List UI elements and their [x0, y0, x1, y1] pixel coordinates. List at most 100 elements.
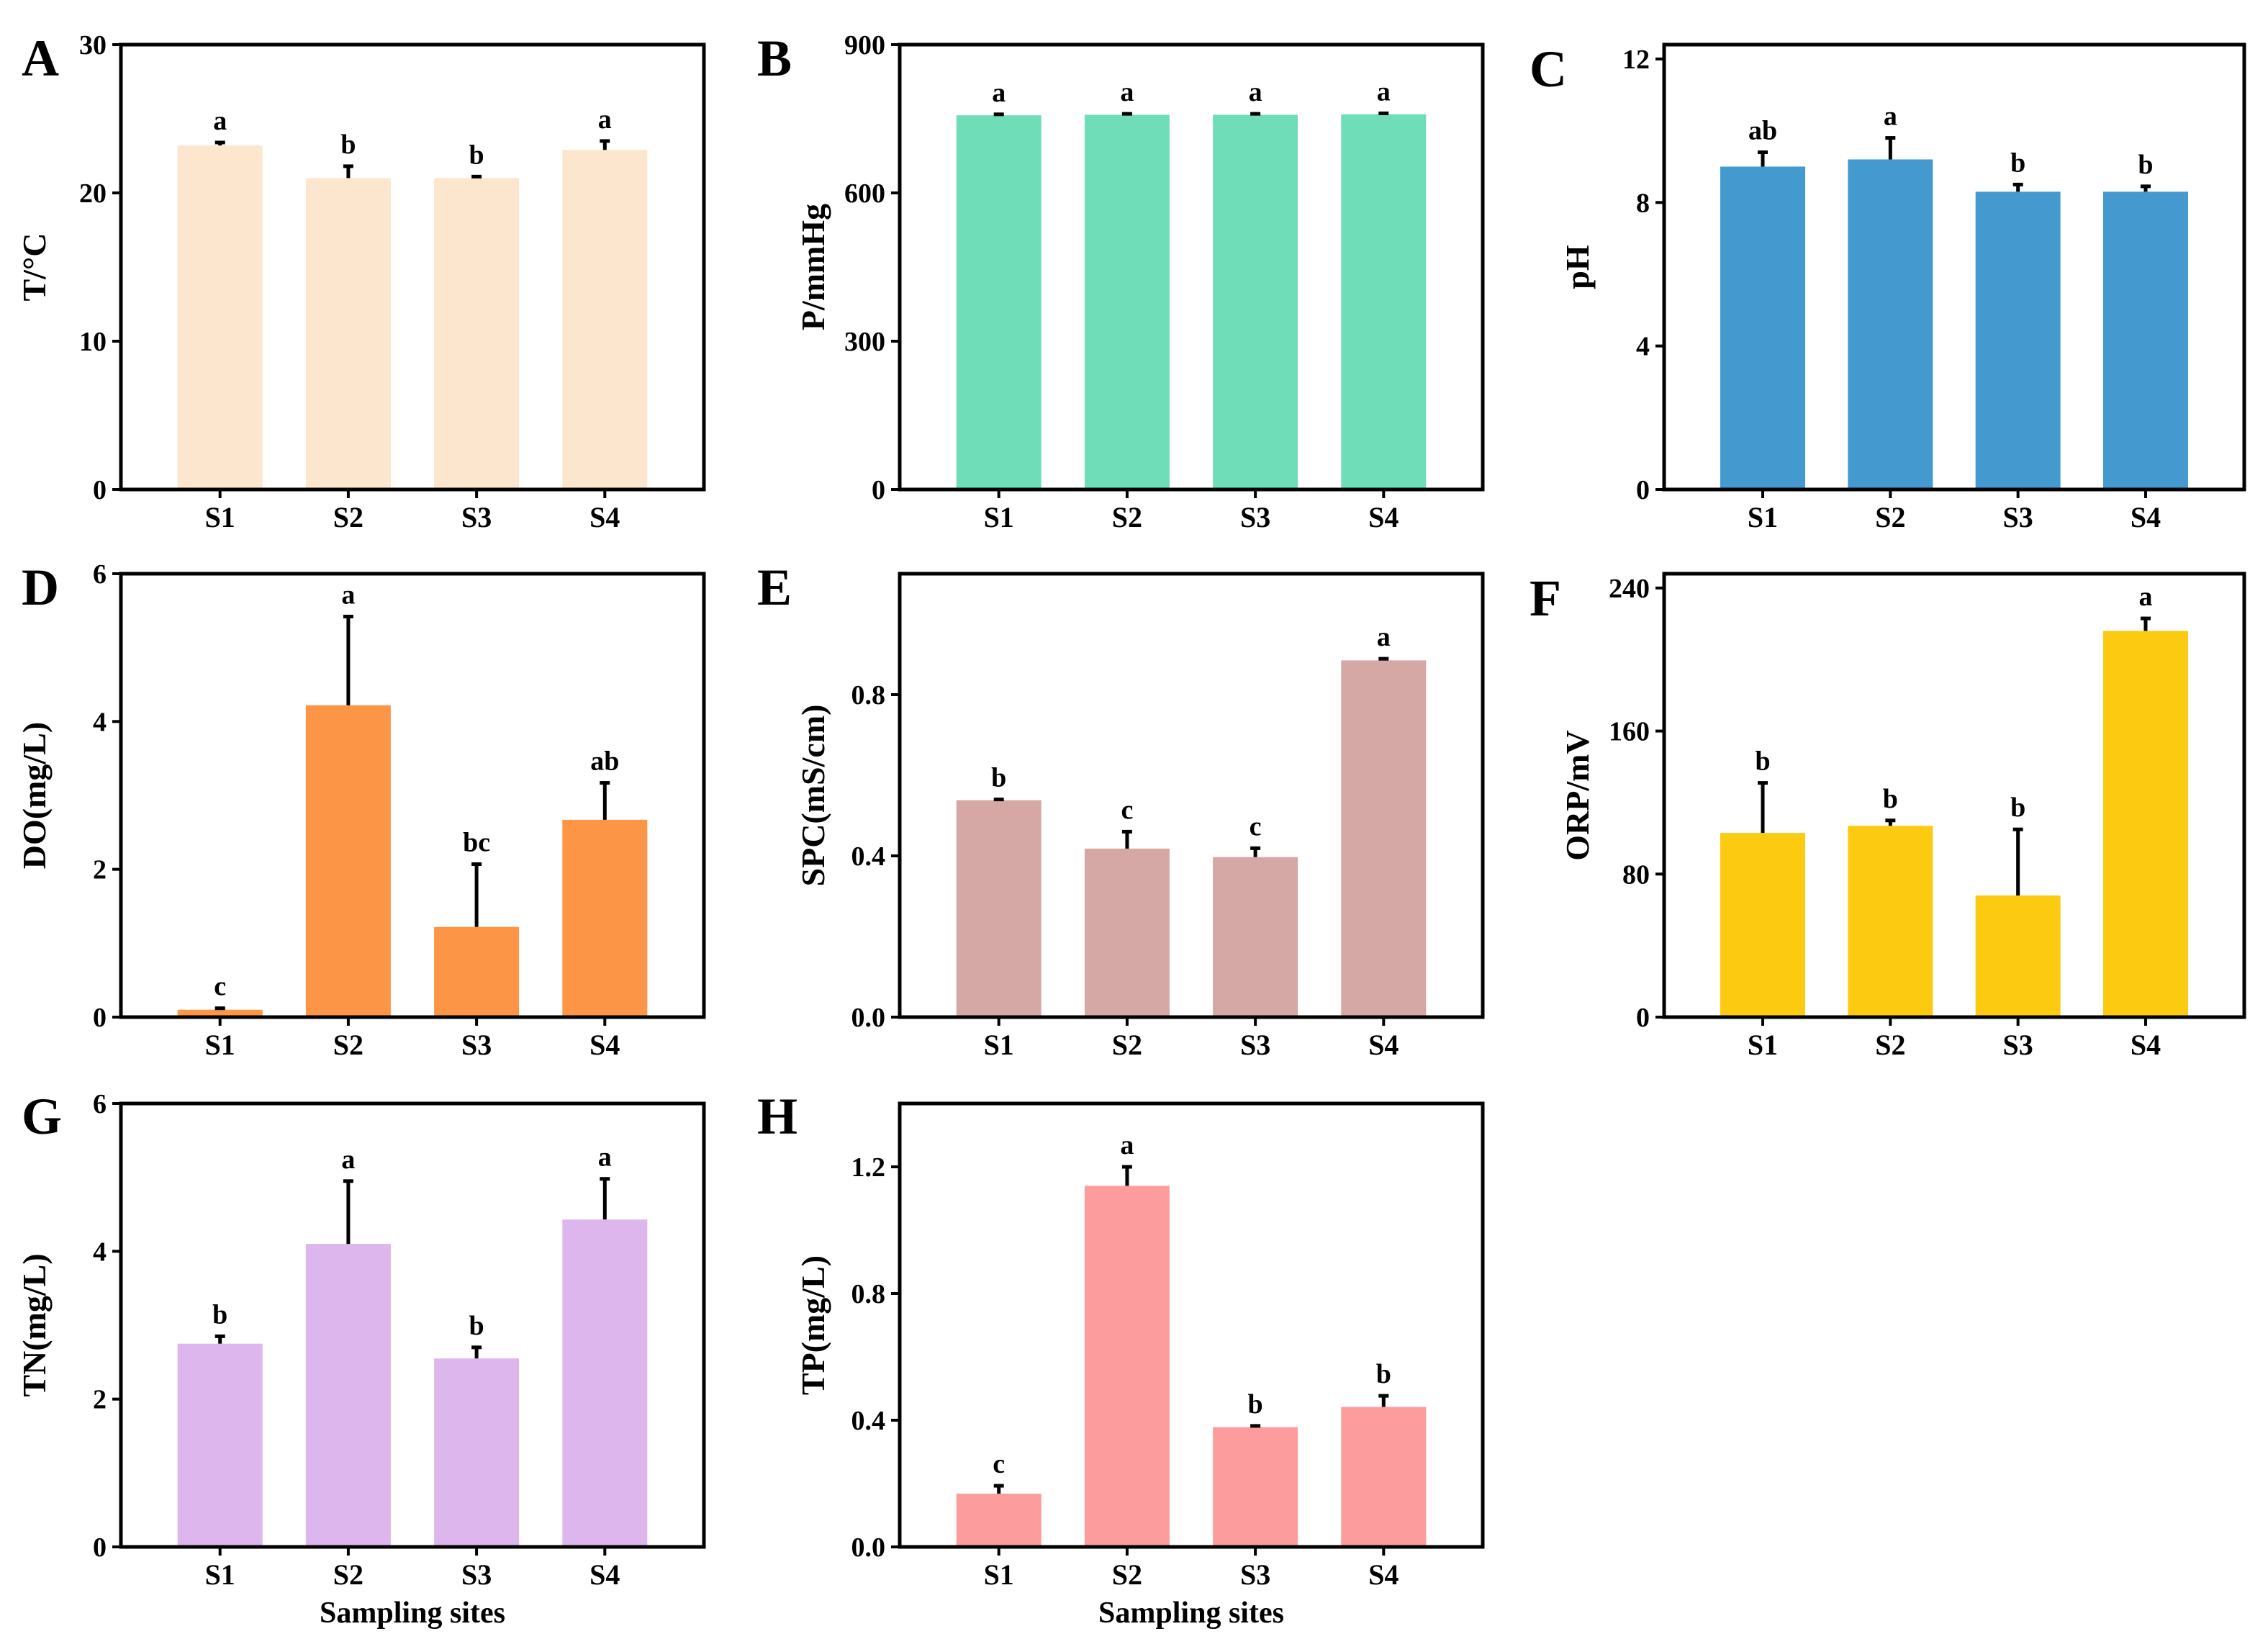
significance-label-a-s3: b — [469, 140, 484, 170]
significance-label-b-s2: a — [1120, 77, 1134, 107]
bar-d-s3 — [434, 926, 520, 1017]
plot-frame-d — [119, 572, 706, 1019]
y-tick-label-f-3: 240 — [1609, 574, 1650, 604]
bar-g-s1 — [177, 1343, 263, 1547]
y-tick-label-b-3: 900 — [844, 30, 885, 60]
significance-label-h-s4: b — [1376, 1359, 1391, 1389]
y-tick-label-a-2: 20 — [79, 179, 107, 209]
panel-letter-g: G — [22, 1088, 62, 1145]
y-tick-label-e-1: 0.4 — [851, 841, 886, 872]
y-tick-label-g-3: 6 — [93, 1089, 107, 1119]
y-tick-label-g-2: 4 — [93, 1237, 107, 1267]
y-tick-label-e-0: 0.0 — [851, 1003, 886, 1033]
y-axis-label-d: DO(mg/L) — [16, 722, 53, 869]
significance-label-g-s4: a — [598, 1142, 612, 1173]
y-axis-label-h: TP(mg/L) — [795, 1255, 831, 1395]
significance-label-g-s1: b — [212, 1299, 227, 1330]
significance-label-e-s1: b — [991, 763, 1006, 793]
bar-g-s2 — [305, 1244, 391, 1547]
significance-label-d-s1: c — [214, 972, 226, 1002]
bar-e-s2 — [1084, 848, 1170, 1017]
significance-label-f-s1: b — [1755, 746, 1770, 777]
significance-label-h-s2: a — [1120, 1130, 1134, 1160]
x-tick-label-a-s3: S3 — [461, 501, 492, 533]
x-tick-label-b-s2: S2 — [1112, 501, 1142, 533]
bar-a-s2 — [305, 178, 391, 489]
y-tick-label-g-1: 2 — [93, 1385, 107, 1415]
y-axis-label-e: SPC(mS/cm) — [795, 705, 831, 887]
panel-letter-d: D — [22, 559, 59, 616]
x-tick-label-f-s1: S1 — [1748, 1029, 1778, 1061]
bar-c-s2 — [1848, 159, 1933, 489]
significance-label-h-s3: b — [1248, 1389, 1263, 1419]
y-axis-label-a: T/°C — [16, 233, 53, 301]
significance-label-f-s3: b — [2010, 793, 2025, 823]
y-tick-label-h-2: 0.8 — [851, 1279, 886, 1309]
bar-d-s4 — [562, 819, 648, 1017]
significance-label-b-s1: a — [992, 78, 1006, 108]
plot-frame-e — [898, 572, 1485, 1019]
x-tick-label-a-s1: S1 — [205, 501, 235, 533]
y-axis-label-b: P/mmHg — [795, 204, 831, 330]
x-tick-label-c-s4: S4 — [2131, 501, 2161, 533]
bar-g-s4 — [562, 1219, 648, 1547]
x-tick-label-g-s1: S1 — [205, 1558, 235, 1591]
x-tick-label-d-s2: S2 — [333, 1029, 363, 1061]
panel-letter-c: C — [1530, 40, 1567, 98]
significance-label-a-s4: a — [598, 104, 612, 135]
significance-label-g-s3: b — [469, 1311, 484, 1341]
bar-a-s4 — [562, 150, 648, 489]
x-tick-label-a-s4: S4 — [589, 501, 620, 533]
significance-label-f-s2: b — [1883, 784, 1898, 814]
y-tick-label-f-1: 80 — [1622, 859, 1650, 890]
x-tick-label-c-s3: S3 — [2003, 501, 2033, 533]
y-tick-label-b-0: 0 — [872, 475, 885, 505]
x-tick-label-h-s1: S1 — [984, 1558, 1014, 1591]
significance-label-c-s1: ab — [1748, 116, 1777, 146]
y-tick-label-a-1: 10 — [79, 327, 107, 357]
bar-b-s3 — [1213, 114, 1298, 490]
significance-label-e-s3: c — [1250, 811, 1262, 841]
significance-label-g-s2: a — [341, 1145, 355, 1175]
bar-b-s1 — [956, 115, 1042, 489]
y-tick-label-d-3: 6 — [93, 559, 107, 590]
y-tick-label-a-3: 30 — [79, 30, 107, 60]
x-tick-label-b-s1: S1 — [984, 501, 1014, 533]
y-tick-label-c-1: 4 — [1636, 332, 1650, 362]
bar-c-s1 — [1720, 166, 1806, 490]
bar-d-s2 — [305, 705, 391, 1017]
plot-frame-g — [119, 1101, 706, 1549]
y-tick-label-h-3: 1.2 — [851, 1152, 886, 1183]
panel-letter-b: B — [757, 30, 792, 87]
bar-e-s1 — [956, 800, 1042, 1017]
x-tick-label-g-s4: S4 — [589, 1558, 620, 1591]
y-axis-label-f: ORP/mV — [1559, 730, 1596, 860]
panel-letter-a: A — [22, 30, 59, 87]
y-tick-label-f-2: 160 — [1609, 717, 1650, 747]
x-axis-label-h: Sampling sites — [1098, 1597, 1284, 1630]
plot-frame-c — [1662, 42, 2246, 492]
y-tick-label-g-0: 0 — [93, 1533, 107, 1563]
significance-label-e-s2: c — [1121, 795, 1133, 825]
x-tick-label-e-s1: S1 — [984, 1029, 1014, 1061]
plot-frame-b — [898, 42, 1485, 492]
y-tick-label-d-1: 2 — [93, 855, 107, 885]
panel-letter-h: H — [757, 1088, 798, 1145]
x-tick-label-f-s2: S2 — [1875, 1029, 1905, 1061]
significance-label-h-s1: c — [993, 1449, 1005, 1479]
bar-c-s3 — [1975, 191, 2061, 489]
bar-h-s2 — [1084, 1186, 1170, 1547]
y-tick-label-d-2: 4 — [93, 707, 107, 737]
bar-f-s2 — [1848, 826, 1933, 1017]
bar-d-s1 — [177, 1009, 263, 1017]
y-tick-label-h-0: 0.0 — [851, 1533, 886, 1563]
x-tick-label-h-s3: S3 — [1240, 1558, 1270, 1591]
x-tick-label-b-s4: S4 — [1368, 501, 1399, 533]
significance-label-d-s2: a — [341, 580, 355, 610]
y-tick-label-c-2: 8 — [1636, 188, 1650, 218]
x-tick-label-e-s3: S3 — [1240, 1029, 1270, 1061]
x-tick-label-d-s3: S3 — [461, 1029, 492, 1061]
significance-label-c-s2: a — [1884, 101, 1897, 132]
bar-b-s2 — [1084, 114, 1170, 490]
